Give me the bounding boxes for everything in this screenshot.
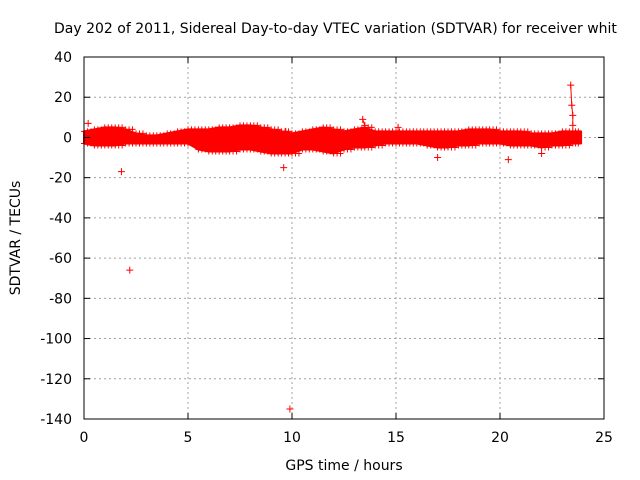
band-edge-marker	[119, 142, 126, 149]
outlier-point	[394, 123, 402, 131]
band-edge-marker	[575, 140, 582, 147]
outlier-point	[286, 405, 294, 413]
x-tick-label: 25	[595, 430, 613, 446]
y-axis-label: SDTVAR / TECUs	[8, 181, 24, 296]
band-edge-marker	[254, 122, 261, 129]
band-edge-marker	[493, 126, 500, 133]
outlier-point	[569, 111, 577, 119]
outlier-point	[569, 121, 577, 129]
band-edge-marker	[264, 124, 271, 131]
band-edge-marker	[347, 146, 354, 153]
band-edge-marker	[347, 128, 354, 135]
band-edge-marker	[358, 126, 365, 133]
outlier-point	[538, 150, 546, 158]
outlier-point	[504, 156, 512, 164]
band-edge-marker	[524, 128, 531, 135]
data-band	[81, 122, 583, 157]
band-edge-marker	[368, 144, 375, 151]
outlier-point	[84, 119, 92, 127]
band-edge-marker	[264, 148, 271, 155]
y-tick-label: -20	[49, 171, 72, 187]
band-edge-marker	[316, 126, 323, 133]
grid	[84, 57, 604, 419]
x-tick-label: 20	[491, 430, 509, 446]
outlier-point	[282, 127, 290, 135]
y-tick-label: 40	[54, 50, 72, 66]
band-edge-marker	[202, 146, 209, 153]
outlier-point	[359, 115, 367, 123]
x-axis-label: GPS time / hours	[285, 458, 402, 474]
outlier-point	[280, 164, 288, 172]
plot-frame	[83, 56, 605, 420]
y-tick-label: 0	[63, 130, 72, 146]
outlier-point	[117, 168, 125, 176]
y-tick-label: -80	[49, 291, 72, 307]
band-edge-marker	[295, 150, 302, 157]
x-tick-labels: 0 5 10 15 20 25	[80, 430, 613, 446]
band-edge-marker	[191, 140, 198, 147]
band-edge-marker	[119, 124, 126, 131]
band-edge-marker	[160, 132, 167, 139]
y-tick-label: 20	[54, 90, 72, 106]
band-edge-marker	[431, 142, 438, 149]
band-edge-marker	[503, 140, 510, 147]
band-edge-marker	[98, 126, 105, 133]
band-edge-marker	[368, 124, 375, 131]
band-edge-marker	[555, 130, 562, 137]
chart-title: Day 202 of 2011, Sidereal Day-to-day VTE…	[54, 21, 617, 37]
outlier-point	[361, 121, 369, 129]
band-edge-marker	[327, 124, 334, 131]
y-tick-label: -100	[40, 332, 72, 348]
band-edge-marker	[472, 142, 479, 149]
band-edge-marker	[545, 144, 552, 151]
x-tick-label: 10	[283, 430, 301, 446]
band-edge-marker	[181, 128, 188, 135]
band-edge-marker	[337, 126, 344, 133]
y-tick-label: -120	[40, 372, 72, 388]
band-edge-marker	[87, 128, 94, 135]
band-edge-marker	[379, 142, 386, 149]
y-tick-label: -140	[40, 412, 72, 428]
x-tick-label: 15	[387, 430, 405, 446]
band-edge-marker	[316, 146, 323, 153]
band-edge-marker	[566, 142, 573, 149]
y-tick-label: -60	[49, 251, 72, 267]
band-edge-marker	[337, 150, 344, 157]
band-edge-marker	[327, 148, 334, 155]
band-edge-marker	[275, 126, 282, 133]
band-edge-marker	[233, 124, 240, 131]
band-edge-marker	[575, 128, 582, 135]
band-edge-marker	[462, 128, 469, 135]
band-edge-marker	[212, 126, 219, 133]
outlier-point	[567, 81, 575, 89]
outlier-point	[568, 101, 576, 109]
axis-ticks	[83, 56, 605, 420]
band-edge-marker	[171, 130, 178, 137]
outlier-point	[434, 154, 442, 162]
band-edge-marker	[295, 130, 302, 137]
band-edge-marker	[87, 140, 94, 147]
band-edge-marker	[254, 146, 261, 153]
data-points	[84, 81, 577, 413]
band-edge-marker	[535, 142, 542, 149]
band-edge-marker	[139, 130, 146, 137]
y-tick-label: -40	[49, 211, 72, 227]
band-edge-marker	[451, 144, 458, 151]
y-tick-labels: 40 20 0 -20 -40 -60 -80 -100 -120 -140	[40, 50, 72, 428]
x-tick-label: 5	[184, 430, 193, 446]
band-edge-marker	[233, 148, 240, 155]
band-edge-marker	[306, 128, 313, 135]
band-edge-marker	[420, 140, 427, 147]
band-edge-marker	[129, 126, 136, 133]
outlier-point	[126, 266, 134, 274]
x-tick-label: 0	[80, 430, 89, 446]
